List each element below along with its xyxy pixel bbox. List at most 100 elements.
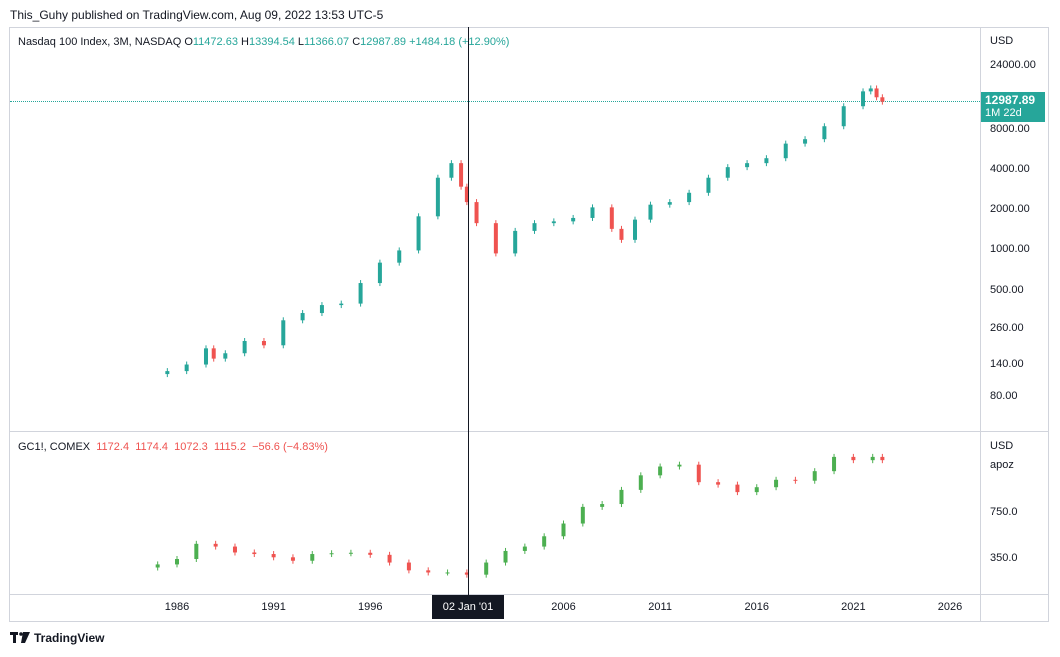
bottom-axis-currency: USD	[990, 440, 1014, 452]
price-axis-divider	[980, 27, 981, 622]
gold-candle	[155, 564, 160, 568]
top-axis-currency: USD	[990, 35, 1014, 47]
open-label: O	[184, 36, 193, 48]
gold-candle	[696, 464, 701, 483]
gold-candle	[754, 487, 759, 493]
gold-candle	[600, 504, 605, 507]
pane-divider[interactable]	[9, 431, 1049, 432]
open-value: 11472.63	[192, 36, 238, 48]
nasdaq-candle	[474, 202, 479, 224]
nasdaq-candle	[449, 163, 454, 178]
nasdaq-candle	[339, 303, 344, 306]
crosshair-date-label: 02 Jan '01	[432, 595, 504, 619]
nasdaq-candle	[464, 186, 469, 203]
gold-candle	[774, 479, 779, 488]
nasdaq-candle	[822, 126, 827, 140]
nasdaq-candle	[242, 340, 247, 354]
nasdaq-y-tick-label: 80.00	[990, 390, 1018, 402]
nasdaq-y-tick-label: 8000.00	[990, 122, 1030, 135]
nasdaq-candle	[687, 192, 692, 203]
nasdaq-candle	[861, 91, 866, 107]
nasdaq-candle	[459, 163, 464, 187]
nasdaq-candle	[633, 219, 638, 240]
nasdaq-candle	[203, 348, 208, 365]
high-value: 13394.54	[248, 36, 295, 48]
gold-candle	[348, 552, 353, 554]
gold-y-tick-label: 350.0	[990, 552, 1018, 564]
nasdaq-candle	[532, 223, 537, 231]
nasdaq-candle	[184, 364, 189, 372]
gold-candle	[880, 456, 885, 461]
bottom-legend-symbol[interactable]: GC1!, COMEX	[18, 441, 91, 453]
gold-candle	[484, 562, 489, 575]
nasdaq-candle	[416, 216, 421, 251]
nasdaq-candle	[223, 353, 228, 359]
nasdaq-candle	[745, 163, 750, 168]
gold-y-tick-label: 750.0	[990, 506, 1018, 518]
nasdaq-candle	[211, 348, 216, 359]
nasdaq-y-tick-label: 2000.00	[990, 203, 1030, 216]
gold-candle	[716, 482, 721, 485]
gold-candle	[542, 536, 547, 547]
low-label: L	[297, 36, 305, 48]
nasdaq-candle	[571, 217, 576, 222]
publish-header: This_Guhy published on TradingView.com, …	[10, 8, 384, 22]
gold-open-value: 1172.4	[96, 441, 130, 453]
gold-candle	[290, 557, 295, 561]
gold-candle	[445, 572, 450, 574]
high-label: H	[241, 36, 249, 48]
tradingview-footer[interactable]: TradingView	[10, 631, 104, 645]
top-legend: Nasdaq 100 Index, 3M, NASDAQ O11472.63 H…	[18, 36, 509, 48]
gold-candle	[329, 553, 334, 555]
x-tick-label: 2026	[937, 601, 963, 613]
nasdaq-y-tick-label: 500.00	[990, 283, 1024, 296]
gold-close-value: 1115.2	[213, 441, 246, 453]
nasdaq-candle	[874, 88, 879, 98]
nasdaq-candle	[300, 313, 305, 321]
gold-high-value: 1174.4	[135, 441, 169, 453]
nasdaq-candle	[319, 305, 324, 314]
gold-candle	[271, 554, 276, 558]
nasdaq-y-tick-label: 24000.00	[990, 59, 1036, 71]
low-value: 11366.07	[304, 36, 350, 48]
close-label: C	[352, 36, 361, 48]
x-tick-label: 2006	[551, 601, 576, 613]
gold-candle	[832, 456, 837, 472]
nasdaq-y-tick-label: 260.00	[990, 321, 1024, 334]
gold-candle	[310, 554, 315, 561]
nasdaq-candle	[803, 139, 808, 144]
last-price-value: 12987.89	[985, 93, 1036, 107]
nasdaq-candle	[435, 177, 440, 217]
tradingview-logo-text: TradingView	[34, 631, 105, 645]
nasdaq-candle	[725, 167, 730, 178]
gold-candle	[812, 471, 817, 481]
nasdaq-candle	[165, 371, 170, 375]
crosshair-vertical	[468, 27, 469, 595]
nasdaq-candle	[868, 88, 873, 92]
nasdaq-y-tick-label: 1000.00	[990, 243, 1030, 256]
x-tick-label: 1986	[164, 601, 190, 613]
x-tick-label: 2011	[648, 601, 672, 613]
nasdaq-candle	[397, 250, 402, 263]
nasdaq-candle	[609, 207, 614, 229]
top-legend-symbol[interactable]: Nasdaq 100 Index, 3M, NASDAQ	[18, 36, 182, 48]
last-price-line	[10, 101, 980, 102]
x-tick-label: 2016	[744, 601, 769, 613]
nasdaq-candle	[261, 340, 266, 346]
nasdaq-y-tick-label: 140.00	[990, 357, 1024, 370]
gold-candle	[677, 464, 682, 467]
nasdaq-candle	[590, 207, 595, 218]
nasdaq-y-tick-label: 4000.00	[990, 162, 1030, 175]
last-price-tag: 12987.89 1M 22d	[981, 92, 1045, 122]
gold-candle	[619, 489, 624, 505]
time-axis-divider	[9, 594, 1049, 595]
gold-candle	[851, 456, 856, 461]
nasdaq-candle	[551, 221, 556, 224]
nasdaq-candle	[667, 202, 672, 205]
gold-candle	[658, 466, 663, 476]
nasdaq-candle	[493, 223, 498, 254]
gold-candle	[793, 479, 798, 481]
gold-low-value: 1072.3	[174, 441, 208, 453]
gold-candle	[368, 552, 373, 555]
